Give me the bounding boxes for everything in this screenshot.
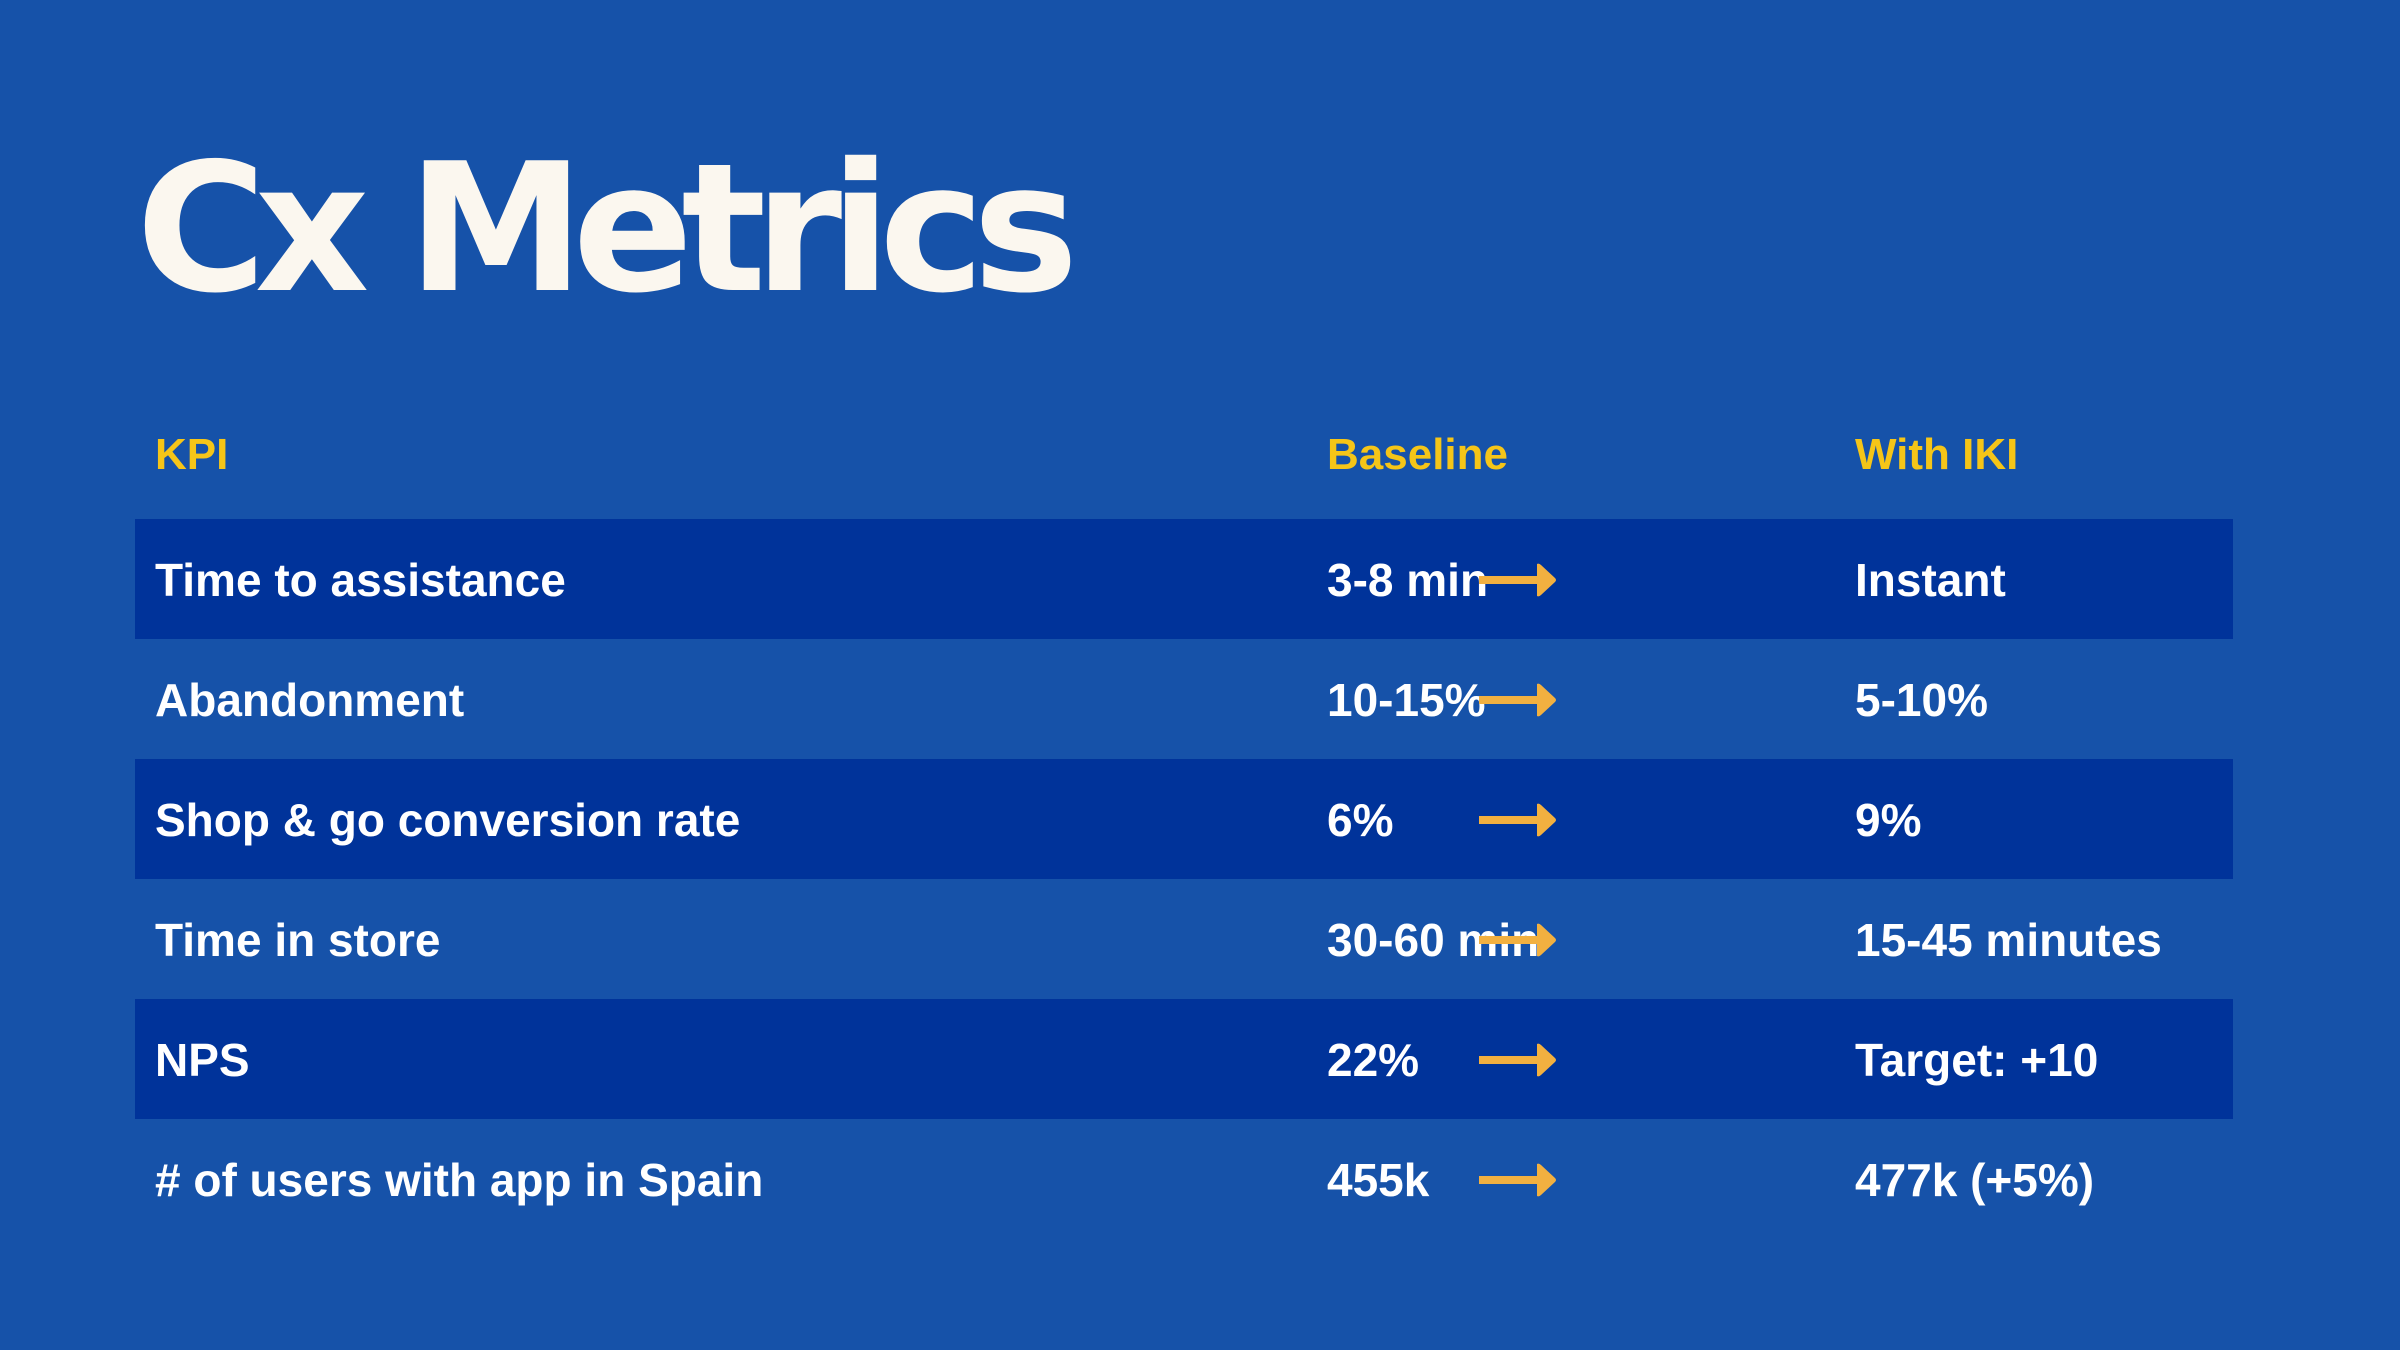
with-iki-cell: 477k (+5%) [1855, 1154, 2095, 1206]
arrow-right-icon [1479, 563, 1556, 597]
table-header: KPI Baseline With IKI [135, 430, 2233, 490]
header-baseline: Baseline [1327, 430, 1508, 479]
arrow-right-icon [1479, 803, 1556, 837]
baseline-cell: 22% [1327, 1034, 1420, 1086]
kpi-cell: Shop & go conversion rate [155, 794, 741, 846]
kpi-cell: Time to assistance [155, 554, 566, 606]
table-row: NPS 22% Target: +10 [135, 999, 2233, 1119]
table-row: Time to assistance 3-8 min Instant [135, 519, 2233, 639]
kpi-cell: # of users with app in Spain [155, 1154, 764, 1206]
with-iki-cell: Target: +10 [1855, 1034, 2099, 1086]
baseline-cell: 6% [1327, 794, 1394, 846]
baseline-cell: 3-8 min [1327, 554, 1489, 606]
with-iki-cell: 5-10% [1855, 674, 1988, 726]
kpi-table: Time to assistance 3-8 min Instant Abandonm… [135, 519, 2233, 1239]
table-row: Time in store 30-60 min 15-45 minutes [135, 879, 2233, 999]
page-title: Cx Metrics [136, 125, 1079, 332]
table-row: Abandonment 10-15% 5-10% [135, 639, 2233, 759]
kpi-cell: Time in store [155, 914, 441, 966]
arrow-right-icon [1479, 923, 1556, 957]
arrow-right-icon [1479, 1163, 1556, 1197]
baseline-cell: 455k [1327, 1154, 1430, 1206]
with-iki-cell: 15-45 minutes [1855, 914, 2162, 966]
with-iki-cell: Instant [1855, 554, 2006, 606]
table-row: Shop & go conversion rate 6% 9% [135, 759, 2233, 879]
kpi-cell: Abandonment [155, 674, 465, 726]
with-iki-cell: 9% [1855, 794, 1922, 846]
header-kpi: KPI [155, 430, 229, 479]
arrow-right-icon [1479, 683, 1556, 717]
baseline-cell: 10-15% [1327, 674, 1486, 726]
table-row: # of users with app in Spain 455k 477k (+5… [135, 1119, 2233, 1239]
arrow-right-icon [1479, 1043, 1556, 1077]
kpi-cell: NPS [155, 1034, 250, 1086]
header-with-iki: With IKI [1855, 430, 2019, 479]
